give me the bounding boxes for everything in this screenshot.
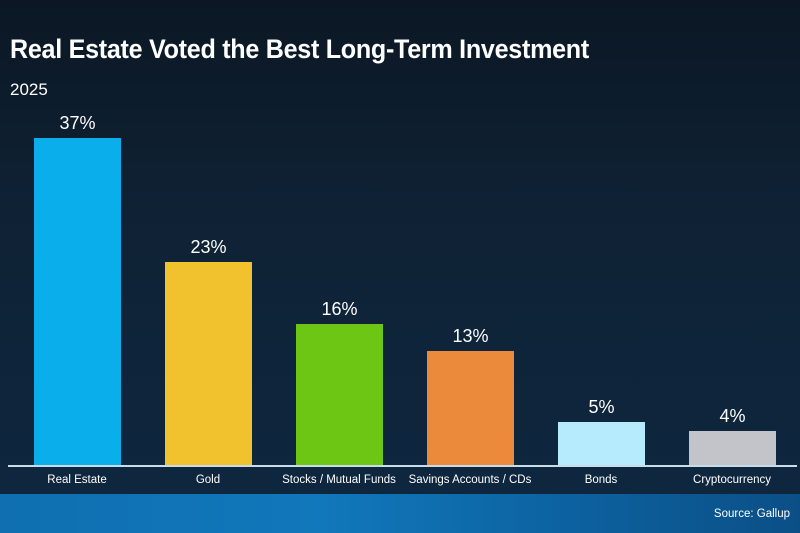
chart-title: Real Estate Voted the Best Long-Term Inv… [10, 34, 589, 64]
value-label: 13% [452, 326, 489, 346]
bar-gold [165, 262, 252, 466]
bar-real-estate [34, 138, 121, 466]
value-label: 16% [321, 299, 358, 319]
category-label: Bonds [584, 474, 618, 486]
value-label: 37% [59, 113, 96, 133]
category-label: Gold [195, 474, 221, 486]
bar-savings [427, 351, 514, 466]
category-label: Savings Accounts / CDs [408, 474, 532, 486]
value-label: 4% [719, 406, 746, 426]
chart-subtitle: 2025 [10, 80, 48, 99]
bar-bonds [558, 422, 645, 466]
category-label: Cryptocurrency [693, 474, 771, 486]
value-label: 5% [588, 397, 615, 417]
bar-stocks [296, 324, 383, 466]
bar-crypto [689, 431, 776, 466]
category-label: Stocks / Mutual Funds [282, 474, 396, 486]
x-axis-baseline [8, 465, 797, 467]
source-note: Source: Gallup [713, 508, 790, 520]
category-label: Real Estate [47, 474, 107, 486]
value-label: 23% [190, 237, 227, 257]
footer-band [0, 494, 800, 533]
